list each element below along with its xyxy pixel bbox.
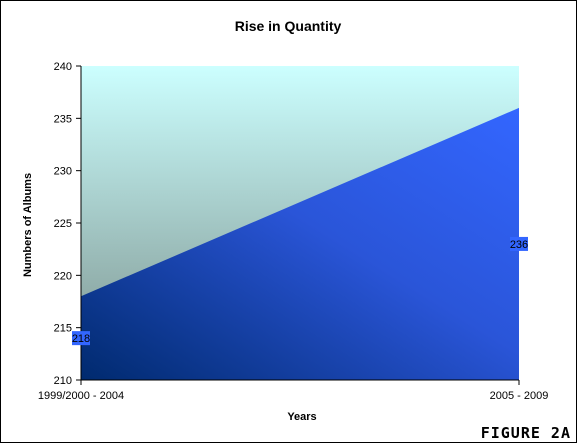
- data-label-box: [510, 236, 528, 251]
- y-tick-label: 235: [54, 113, 72, 125]
- y-axis-ticks: 210 215 220 225 230 235 240: [54, 61, 81, 387]
- data-labels: 218 236: [72, 236, 528, 346]
- data-label: 236: [510, 239, 528, 251]
- chart-title: Rise in Quantity: [235, 18, 342, 34]
- y-tick-label: 215: [54, 323, 72, 335]
- series-area: [81, 107, 519, 380]
- x-axis-ticks: 1999/2000 - 2004 2005 - 2009: [38, 380, 548, 402]
- figure-caption: FIGURE 2A: [481, 424, 571, 442]
- y-tick-label: 230: [54, 166, 72, 178]
- series-area-layer: [81, 107, 519, 380]
- x-tick-label: 2005 - 2009: [490, 390, 549, 402]
- data-label-box: [72, 331, 90, 346]
- y-tick-label: 240: [54, 61, 72, 73]
- y-tick-label: 210: [54, 375, 72, 387]
- data-label: 218: [72, 333, 90, 345]
- x-axis-title: Years: [287, 411, 316, 423]
- y-tick-label: 225: [54, 218, 72, 230]
- y-tick-label: 220: [54, 270, 72, 282]
- x-tick-label: 1999/2000 - 2004: [38, 390, 124, 402]
- y-axis-title: Numbers of Albums: [22, 173, 34, 277]
